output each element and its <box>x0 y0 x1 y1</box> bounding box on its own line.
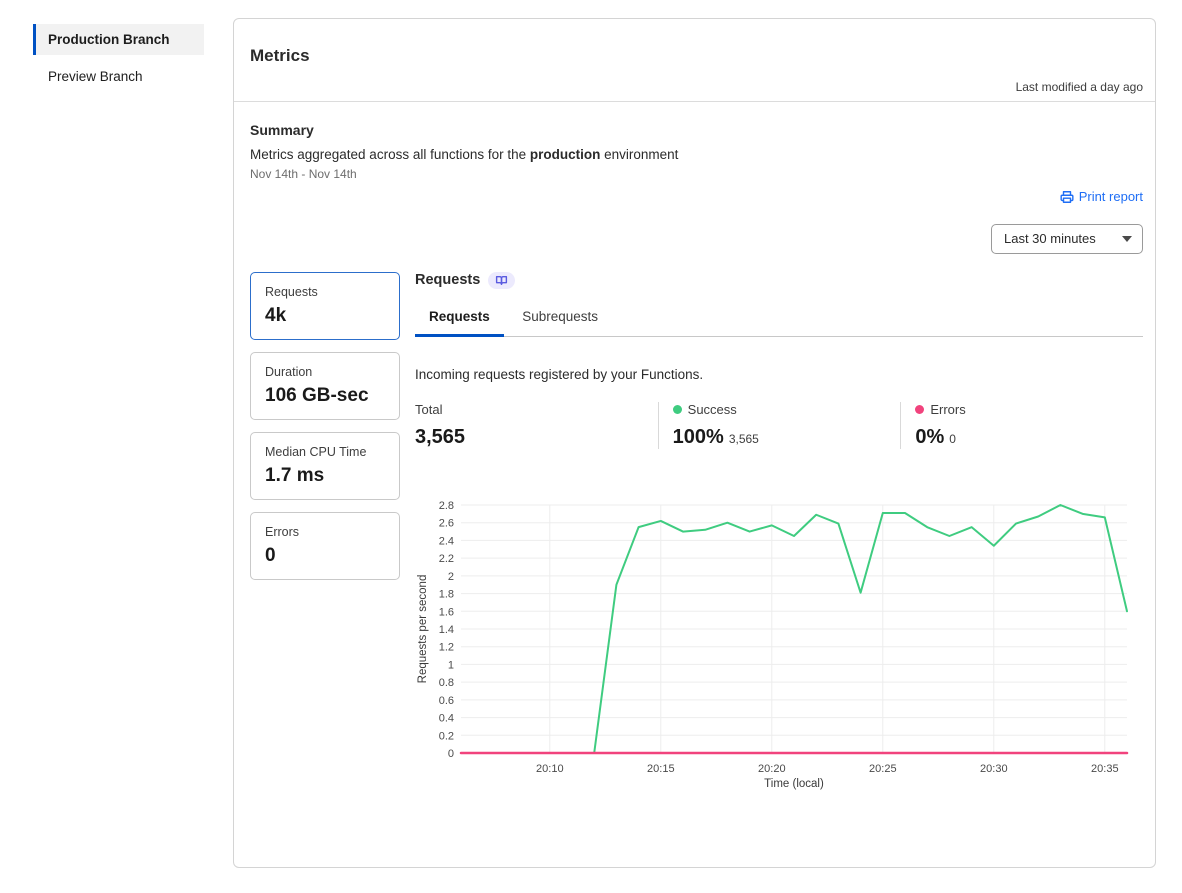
stat-errors-value: 0% <box>915 426 944 448</box>
svg-text:2: 2 <box>448 570 454 582</box>
metric-card-requests[interactable]: Requests 4k <box>250 272 400 340</box>
svg-text:0.6: 0.6 <box>439 694 454 706</box>
svg-text:1.4: 1.4 <box>439 624 454 636</box>
sidebar-item-preview-branch[interactable]: Preview Branch <box>33 61 204 92</box>
stat-total-label: Total <box>415 402 442 417</box>
stat-success: Success 100% 3,565 <box>658 402 901 449</box>
page-title: Metrics <box>250 46 310 66</box>
docs-pill[interactable] <box>488 272 515 289</box>
tab-subrequests[interactable]: Subrequests <box>508 301 612 337</box>
metric-cards-column: Requests 4k Duration 106 GB-sec Median C… <box>250 272 400 796</box>
metric-card-label: Errors <box>265 525 385 539</box>
metric-card-value: 1.7 ms <box>265 465 385 487</box>
tab-requests[interactable]: Requests <box>415 301 504 337</box>
stat-success-value: 100% <box>673 426 724 448</box>
time-range-value: Last 30 minutes <box>1004 231 1096 246</box>
card-header: Metrics Last modified a day ago <box>234 19 1155 102</box>
book-icon <box>495 274 508 287</box>
last-modified-text: Last modified a day ago <box>1016 80 1143 94</box>
environment-name: production <box>530 147 601 162</box>
stat-total-value: 3,565 <box>415 426 648 449</box>
svg-text:2.2: 2.2 <box>439 553 454 565</box>
stat-errors: Errors 0% 0 <box>900 402 1143 449</box>
success-dot-icon <box>673 405 682 414</box>
panel-title: Requests <box>415 272 480 288</box>
summary-description: Metrics aggregated across all functions … <box>250 147 1143 162</box>
metric-card-value: 4k <box>265 305 385 327</box>
svg-text:0.8: 0.8 <box>439 677 454 689</box>
summary-title: Summary <box>250 122 1143 138</box>
svg-text:0: 0 <box>448 748 454 760</box>
svg-text:1.6: 1.6 <box>439 606 454 618</box>
stat-success-label: Success <box>688 402 737 417</box>
metric-card-errors[interactable]: Errors 0 <box>250 512 400 580</box>
svg-text:20:10: 20:10 <box>536 763 564 775</box>
metric-card-duration[interactable]: Duration 106 GB-sec <box>250 352 400 420</box>
metrics-card: Metrics Last modified a day ago Summary … <box>233 18 1156 868</box>
summary-description-prefix: Metrics aggregated across all functions … <box>250 147 530 162</box>
svg-text:0.2: 0.2 <box>439 730 454 742</box>
svg-text:2.4: 2.4 <box>439 535 454 547</box>
stat-errors-count: 0 <box>949 432 956 446</box>
summary-description-suffix: environment <box>600 147 678 162</box>
stat-success-count: 3,565 <box>729 432 759 446</box>
chevron-down-icon <box>1122 236 1132 242</box>
stat-total: Total 3,565 <box>415 402 658 449</box>
metric-card-label: Median CPU Time <box>265 445 385 459</box>
panel-tabs: Requests Subrequests <box>415 301 1143 337</box>
svg-text:1.2: 1.2 <box>439 641 454 653</box>
sidebar-item-production-branch[interactable]: Production Branch <box>33 24 204 55</box>
svg-text:1: 1 <box>448 659 454 671</box>
svg-text:20:30: 20:30 <box>980 763 1008 775</box>
report-controls: Print report Last 30 minutes <box>250 189 1143 254</box>
svg-text:1.8: 1.8 <box>439 588 454 600</box>
print-report-label: Print report <box>1079 189 1143 204</box>
stat-errors-label: Errors <box>930 402 965 417</box>
svg-text:Requests per second: Requests per second <box>417 574 429 683</box>
svg-text:20:25: 20:25 <box>869 763 897 775</box>
branch-sidebar: Production Branch Preview Branch <box>0 0 233 92</box>
summary-section: Summary Metrics aggregated across all fu… <box>250 122 1143 181</box>
svg-text:20:15: 20:15 <box>647 763 675 775</box>
svg-text:20:20: 20:20 <box>758 763 786 775</box>
metric-card-median-cpu-time[interactable]: Median CPU Time 1.7 ms <box>250 432 400 500</box>
print-report-link[interactable]: Print report <box>1060 189 1143 204</box>
metric-card-label: Requests <box>265 285 385 299</box>
metric-card-value: 106 GB-sec <box>265 385 385 407</box>
metric-card-label: Duration <box>265 365 385 379</box>
metric-card-value: 0 <box>265 545 385 567</box>
request-stats-row: Total 3,565 Success 100% 3,565 <box>415 402 1143 449</box>
date-range: Nov 14th - Nov 14th <box>250 167 1143 181</box>
panel-description: Incoming requests registered by your Fun… <box>415 367 1143 382</box>
svg-text:20:35: 20:35 <box>1091 763 1119 775</box>
requests-chart[interactable]: 0 0.2 0.4 0.6 0.8 1 1.2 1.4 1.6 1.8 2 2.2 2.4 2.6 2.8 2… <box>415 495 1143 796</box>
svg-text:Time (local): Time (local) <box>764 778 824 790</box>
svg-text:2.8: 2.8 <box>439 500 454 512</box>
errors-dot-icon <box>915 405 924 414</box>
svg-text:0.4: 0.4 <box>439 712 454 724</box>
svg-text:2.6: 2.6 <box>439 517 454 529</box>
time-range-select[interactable]: Last 30 minutes <box>991 224 1143 254</box>
printer-icon <box>1060 190 1074 204</box>
requests-panel: Requests Requests Subrequests I <box>415 272 1143 796</box>
